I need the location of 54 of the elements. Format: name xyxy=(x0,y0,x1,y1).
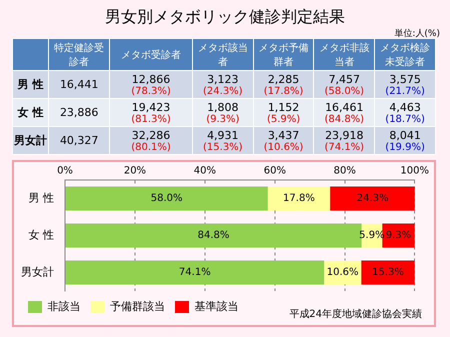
data-label: 9.3% xyxy=(386,230,412,242)
y-tick-label: 女 性 xyxy=(28,228,54,242)
x-tick-label: 40% xyxy=(194,166,216,177)
text: 16,461 (84.8%) xyxy=(324,100,364,124)
text: 7,457 (58.0%) xyxy=(324,72,364,96)
category-label: 女 性 xyxy=(18,106,44,119)
category-label: メタボ該当者 xyxy=(198,42,248,68)
category-label: メタボ検診未受診者 xyxy=(380,42,430,68)
bar xyxy=(361,260,415,285)
x-tick-label: 60% xyxy=(264,166,286,177)
legend-label: 基準該当 xyxy=(194,300,238,313)
legend-label: 非該当 xyxy=(48,300,80,313)
text: 1,152 (5.9%) xyxy=(266,100,300,124)
data-label: 74.1% xyxy=(178,267,211,278)
data-label: 58.0% xyxy=(150,193,183,204)
x-tick-label: 100% xyxy=(400,166,429,177)
text: 40,327 xyxy=(60,134,98,147)
data-label: 17.8% xyxy=(283,193,315,204)
bar xyxy=(330,186,415,211)
text: 12,866 (78.3%) xyxy=(131,72,171,96)
category-label: メタボ予備群者 xyxy=(258,42,309,68)
data-label: 10.6% xyxy=(326,267,359,278)
category-label: 特定健診受診者 xyxy=(54,42,104,68)
y-tick-label: 男女計 xyxy=(21,265,54,278)
data-label: 15.3% xyxy=(372,267,404,278)
text: 男女別メタボリック健診判定結果 xyxy=(104,7,346,28)
text: 3,123 (24.3%) xyxy=(203,72,243,96)
text: 1,808 (9.3%) xyxy=(206,100,240,124)
bar xyxy=(66,260,324,285)
x-tick-label: 0% xyxy=(57,166,73,177)
text: 4,463 (18.7%) xyxy=(385,100,425,124)
text: 平成24年度地域健診協会実績 xyxy=(289,308,422,321)
category-label: メタボ非該当者 xyxy=(319,42,370,68)
text: 2,285 (17.8%) xyxy=(264,72,304,96)
y-tick-label: 男 性 xyxy=(28,191,54,204)
text: 8,041 (19.9%) xyxy=(385,128,425,152)
category-label: メタボ受診者 xyxy=(120,48,182,62)
text: 3,437 (10.6%) xyxy=(264,128,304,152)
text: 19,423 (81.3%) xyxy=(131,100,171,124)
text: 32,286 (80.1%) xyxy=(131,128,171,152)
text: 4,931 (15.3%) xyxy=(203,128,243,152)
category-label: 男 性 xyxy=(18,78,44,91)
data-label: 84.8% xyxy=(198,230,230,242)
data-label: 24.3% xyxy=(356,193,388,204)
text: 23,918 (74.1%) xyxy=(324,128,364,152)
x-tick-label: 80% xyxy=(334,166,356,177)
legend-label: 予備群該当 xyxy=(110,300,165,313)
text: 16,441 xyxy=(60,78,98,91)
text: 3,575 (21.7%) xyxy=(385,72,425,96)
bar xyxy=(66,186,268,211)
text: 23,886 xyxy=(60,106,98,119)
text: 単位:人(%) xyxy=(394,28,440,40)
x-tick-label: 20% xyxy=(124,166,146,177)
bar xyxy=(268,186,330,211)
